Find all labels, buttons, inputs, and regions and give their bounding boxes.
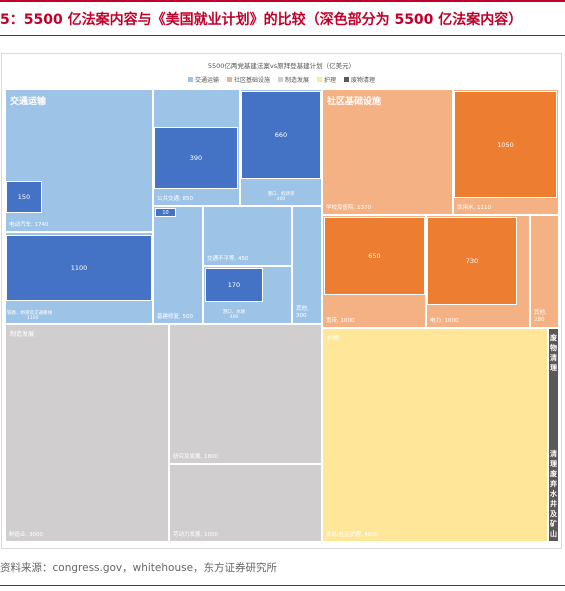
tile-label-inequality: 交通不平等, 450 xyxy=(207,256,249,262)
tile-label-labor: 劳动力发展, 1000 xyxy=(173,532,218,538)
tile-label-other-comm: 其他, 280 xyxy=(534,310,554,324)
tile-label-power: 电力, 1000 xyxy=(430,318,459,324)
other-comm-text: 其他, 280 xyxy=(534,310,547,323)
legend-label: 交通运输 xyxy=(194,77,219,84)
tile-label-rd: 研究及发展, 1800 xyxy=(173,454,218,460)
bottom-rule xyxy=(0,585,565,586)
tile-label-waste: 清理废弃水井及矿山 xyxy=(550,450,557,538)
tile-label-repair: 基建修复, 500 xyxy=(157,314,193,320)
other-transport-text: 其他, 300 xyxy=(296,306,309,319)
chart-title: 5500亿两党基建法案vs原拜登基建计划（亿美元） xyxy=(207,62,356,70)
legend-swatch xyxy=(187,77,193,82)
legend-swatch xyxy=(344,77,350,82)
tile-value-transit: 390 xyxy=(189,154,203,162)
tile-label-school: 学校及医院, 1370 xyxy=(326,205,371,211)
tile-value-drink: 1050 xyxy=(497,140,514,149)
ports-inner-text: 港口、机场等 xyxy=(267,192,295,197)
legend-label: 护理 xyxy=(324,77,337,84)
tile-label-broadband: 宽带, 1000 xyxy=(326,318,355,324)
legend-label: 社区基础设施 xyxy=(233,77,270,84)
group-title-care: 护理 xyxy=(327,335,340,342)
rail-inner-text: 铁路、桥梁及交通路线 xyxy=(7,311,52,316)
legend-swatch xyxy=(226,77,232,82)
tile-label-transit: 公共交通, 850 xyxy=(157,196,193,202)
tile-inner-label-water-ports: 港口、水路 400 xyxy=(206,309,262,320)
tile-school: 社区基础设施 学校及医院, 1370 xyxy=(322,89,453,215)
tile-rail-enacted: 1100 xyxy=(6,235,152,301)
legend-label: 制造发展 xyxy=(284,77,309,84)
legend-label: 废物清理 xyxy=(351,77,376,84)
tile-label-manu: 制造业, 3000 xyxy=(9,532,43,538)
tile-rd: 研究及发展, 1800 xyxy=(169,324,322,464)
tile-inner-label-ports: 港口、机场等 400 xyxy=(241,191,321,202)
tile-repair: 基建修复, 500 xyxy=(153,206,203,324)
page-title: 5：5500 亿法案内容与《美国就业计划》的比较（深色部分为 5500 亿法案内… xyxy=(0,12,523,28)
tile-value-repair: 10 xyxy=(162,209,169,216)
tile-manu: 制造发展 制造业, 3000 xyxy=(5,324,169,542)
legend-item-transport: 交通运输 xyxy=(187,75,219,84)
tile-value-power: 730 xyxy=(465,257,479,265)
title-rule xyxy=(0,35,565,36)
tile-water-ports-enacted: 170 xyxy=(205,268,263,302)
tile-ev-enacted: 150 xyxy=(6,181,42,213)
tile-ports-enacted: 660 xyxy=(241,91,321,179)
legend-item-care: 护理 xyxy=(317,75,336,84)
water-ports-inner-value: 400 xyxy=(229,315,239,320)
tile-value-ports: 660 xyxy=(274,131,288,139)
tile-drink-enacted: 1050 xyxy=(454,91,557,198)
group-title-waste: 废物清理 xyxy=(550,334,557,372)
treemap-chart: 5500亿两党基建法案vs原拜登基建计划（亿美元） 交通运输 社区基础设施 制造… xyxy=(1,53,562,549)
top-rule xyxy=(0,0,565,2)
group-title-transport: 交通运输 xyxy=(10,97,47,107)
legend-item-waste: 废物清理 xyxy=(344,75,375,84)
tile-label-care: 家庭/社区护理, 4000 xyxy=(326,532,379,538)
tile-other-comm: 其他, 280 xyxy=(530,215,559,328)
legend-item-community: 社区基础设施 xyxy=(226,75,270,84)
chart-legend: 交通运输 社区基础设施 制造发展 护理 废物清理 xyxy=(2,75,561,84)
tile-repair-enacted: 10 xyxy=(155,208,176,217)
source-note: 资料来源：congress.gov，whitehouse，东方证券研究所 xyxy=(0,562,278,574)
group-title-community: 社区基础设施 xyxy=(327,97,382,107)
tile-inner-label-rail: 铁路、桥梁及交通路线 1100 xyxy=(5,310,67,321)
tile-value-broadband: 650 xyxy=(368,252,381,260)
tile-power-enacted: 730 xyxy=(427,217,517,305)
tile-label-other-transport: 其他, 300 xyxy=(296,306,316,320)
tile-other-transport: 其他, 300 xyxy=(292,206,322,324)
legend-item-manufacturing: 制造发展 xyxy=(277,75,309,84)
tile-label-drink: 饮用水, 1110 xyxy=(457,205,491,211)
tile-label-ev: 电动汽车, 1740 xyxy=(9,222,49,228)
group-title-manufacturing: 制造发展 xyxy=(10,331,35,338)
water-ports-inner-text: 港口、水路 xyxy=(222,310,246,315)
rail-inner-value: 1100 xyxy=(27,316,39,321)
legend-swatch xyxy=(317,77,322,82)
tile-transit-enacted: 390 xyxy=(154,127,238,189)
tile-labor: 劳动力发展, 1000 xyxy=(169,464,322,542)
ports-inner-value: 400 xyxy=(276,197,286,202)
tile-value-rail: 1100 xyxy=(70,264,88,272)
tile-broadband-enacted: 650 xyxy=(324,217,425,295)
tile-waste: 废物清理 清理废弃水井及矿山 xyxy=(548,328,559,542)
legend-swatch xyxy=(277,77,283,82)
tile-value-water-ports: 170 xyxy=(227,281,241,289)
tile-value-ev: 150 xyxy=(17,193,31,201)
tile-inequality: 交通不平等, 450 xyxy=(203,206,292,266)
tile-care: 护理 家庭/社区护理, 4000 xyxy=(322,328,548,542)
